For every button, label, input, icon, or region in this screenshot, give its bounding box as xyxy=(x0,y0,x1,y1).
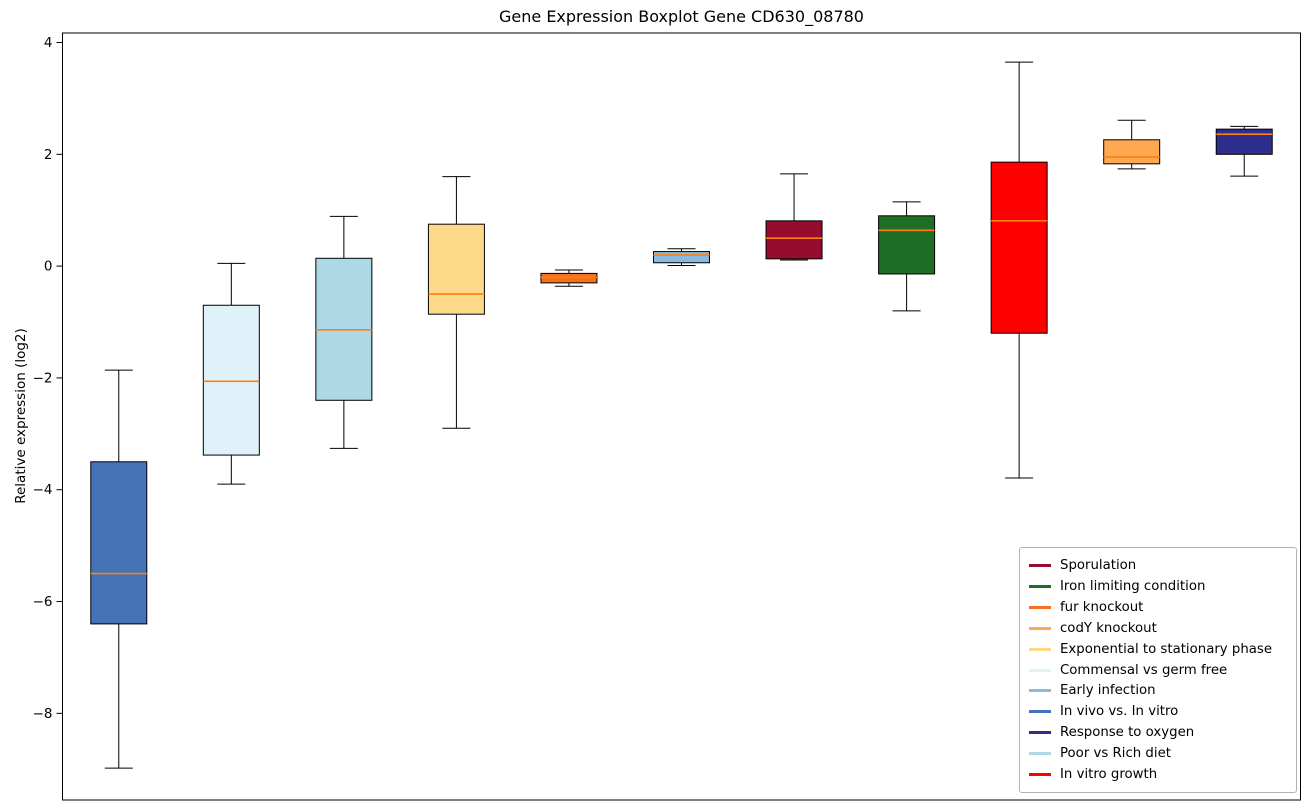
legend-swatch xyxy=(1029,773,1051,777)
box-rect xyxy=(202,304,260,456)
y-tick-label: 2 xyxy=(44,147,53,163)
legend-label: Response to oxygen xyxy=(1060,725,1195,741)
legend-swatch xyxy=(1029,585,1051,589)
legend-swatch xyxy=(1029,605,1051,609)
legend-swatch xyxy=(1029,668,1051,672)
y-tick-label: 0 xyxy=(44,259,53,275)
legend-swatch xyxy=(1029,647,1051,651)
legend-label: fur knockout xyxy=(1060,599,1144,615)
legend-label: Iron limiting condition xyxy=(1060,579,1206,595)
legend-label: Commensal vs germ free xyxy=(1060,662,1228,678)
y-tick-label: −2 xyxy=(33,370,53,386)
legend-item: codY knockout xyxy=(1029,618,1287,639)
box-rect xyxy=(653,251,710,264)
legend-label: Sporulation xyxy=(1060,558,1137,574)
legend-label: In vitro growth xyxy=(1060,767,1158,783)
y-tick-label: −8 xyxy=(33,706,53,722)
box-rect xyxy=(765,220,823,260)
legend-item: fur knockout xyxy=(1029,597,1287,618)
box-rect xyxy=(990,161,1048,334)
legend-swatch xyxy=(1029,689,1051,693)
legend-item: In vivo vs. In vitro xyxy=(1029,701,1287,722)
legend-swatch xyxy=(1029,710,1051,714)
legend-item: Poor vs Rich diet xyxy=(1029,743,1287,764)
legend-item: Iron limiting condition xyxy=(1029,576,1287,597)
legend: Sporulation Iron limiting condition fur kn… xyxy=(1019,547,1297,793)
y-tick-label: −6 xyxy=(33,594,53,610)
box-rect xyxy=(878,215,936,275)
legend-swatch xyxy=(1029,626,1051,630)
legend-swatch xyxy=(1029,564,1051,568)
legend-label: codY knockout xyxy=(1060,620,1157,636)
box-rect xyxy=(90,461,148,625)
legend-label: Poor vs Rich diet xyxy=(1060,746,1171,762)
y-tick-label: −4 xyxy=(33,482,53,498)
box-rect xyxy=(1103,139,1161,165)
legend-item: Early infection xyxy=(1029,681,1287,702)
box-rect xyxy=(427,223,485,315)
legend-item: Response to oxygen xyxy=(1029,722,1287,743)
legend-item: Exponential to stationary phase xyxy=(1029,639,1287,660)
legend-swatch xyxy=(1029,752,1051,756)
y-tick-label: 4 xyxy=(44,35,53,51)
legend-item: Sporulation xyxy=(1029,555,1287,576)
chart-title: Gene Expression Boxplot Gene CD630_08780 xyxy=(499,7,864,26)
legend-item: Commensal vs germ free xyxy=(1029,660,1287,681)
box-rect xyxy=(540,272,598,284)
legend-label: Exponential to stationary phase xyxy=(1060,641,1273,657)
legend-item: In vitro growth xyxy=(1029,764,1287,785)
box-rect xyxy=(1215,128,1273,155)
legend-label: Early infection xyxy=(1060,683,1156,699)
legend-swatch xyxy=(1029,731,1051,735)
legend-label: In vivo vs. In vitro xyxy=(1060,704,1179,720)
